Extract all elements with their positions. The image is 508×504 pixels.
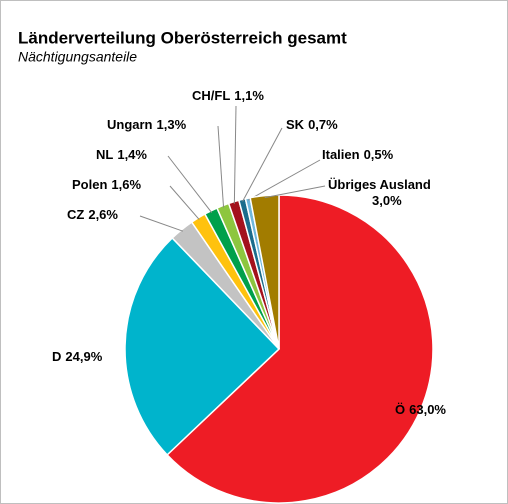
data-label: Polen 1,6% bbox=[72, 177, 141, 192]
category-label: CH/FL bbox=[192, 88, 230, 103]
category-label: Polen bbox=[72, 177, 107, 192]
data-label: Italien 0,5% bbox=[322, 147, 394, 162]
leader-line bbox=[167, 155, 213, 213]
pie-slice bbox=[166, 194, 434, 504]
category-label: Ungarn bbox=[107, 117, 153, 132]
chart-subtitle: Nächtigungsanteile bbox=[18, 49, 137, 65]
leader-line bbox=[247, 159, 321, 201]
value-label: 0,5% bbox=[364, 147, 394, 162]
category-label: Übriges Ausland bbox=[328, 177, 431, 192]
data-label: Ö 63,0% bbox=[395, 402, 446, 417]
value-label: 2,6% bbox=[88, 207, 118, 222]
leader-line bbox=[264, 185, 326, 199]
data-label: CZ 2,6% bbox=[67, 207, 118, 222]
data-label: SK 0,7% bbox=[286, 117, 338, 132]
data-label: Übriges Ausland 3,0% bbox=[328, 177, 431, 208]
data-label: Ungarn 1,3% bbox=[107, 117, 187, 132]
value-label: 1,4% bbox=[117, 147, 147, 162]
category-label: Ö bbox=[395, 402, 405, 417]
value-label: 1,6% bbox=[111, 177, 141, 192]
data-label: NL 1,4% bbox=[96, 147, 147, 162]
value-label: 0,7% bbox=[308, 117, 338, 132]
value-label: 63,0% bbox=[409, 402, 446, 417]
data-label: D 24,9% bbox=[52, 349, 103, 364]
chart-title: Länderverteilung Oberösterreich gesamt bbox=[18, 28, 347, 47]
category-label: Italien bbox=[322, 147, 360, 162]
value-label: 1,3% bbox=[157, 117, 187, 132]
leader-line bbox=[242, 127, 283, 202]
leader-line bbox=[233, 105, 237, 204]
pie-slice bbox=[124, 236, 281, 456]
value-label: 1,1% bbox=[234, 88, 264, 103]
category-label: D bbox=[52, 349, 61, 364]
value-label: 24,9% bbox=[65, 349, 102, 364]
leader-line bbox=[139, 215, 184, 232]
data-label: CH/FL 1,1% bbox=[192, 88, 264, 103]
category-label: SK bbox=[286, 117, 305, 132]
value-label: 3,0% bbox=[372, 193, 402, 208]
leader-line bbox=[217, 125, 225, 208]
leader-line bbox=[169, 185, 200, 220]
category-label: CZ bbox=[67, 207, 84, 222]
category-label: NL bbox=[96, 147, 113, 162]
